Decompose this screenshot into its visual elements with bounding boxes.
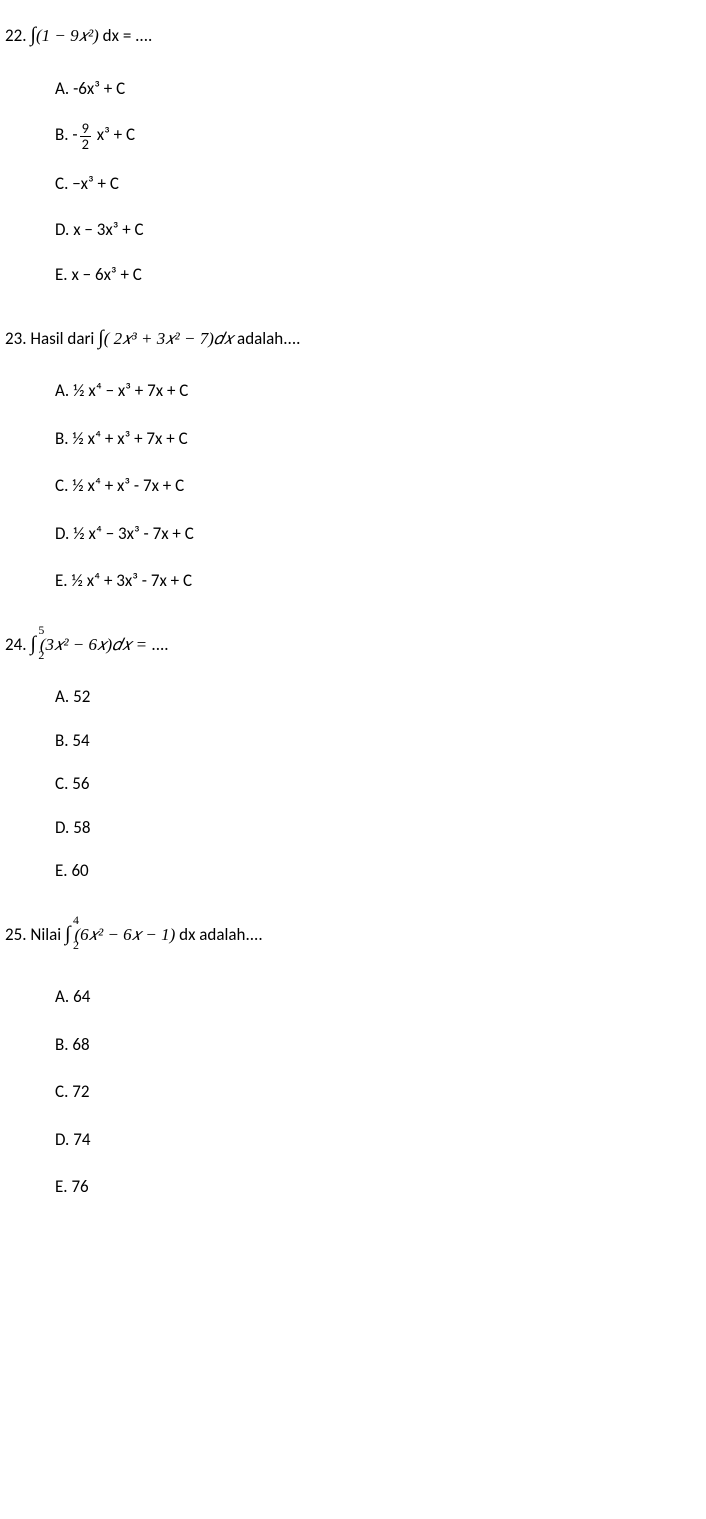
option-text: ½ x⁴ + x³ + 7x + C (72, 428, 187, 449)
upper-bound: 4 (73, 912, 79, 930)
question-22: 22. ∫(1 − 9𝑥²) dx = .... A. -6x³ + C B. … (5, 20, 701, 288)
option-22-d: D. x − 3x³ + C (55, 217, 701, 243)
question-suffix: adalah.... (233, 328, 300, 349)
option-text: 56 (72, 773, 89, 794)
upper-bound: 5 (38, 622, 44, 640)
question-23-text: 23. Hasil dari ∫( 2𝑥³ + 3𝑥² − 7)𝑑𝑥 adala… (5, 323, 701, 354)
options-25: A. 64 B. 68 C. 72 D. 74 E. 76 (5, 984, 701, 1200)
option-25-b: B. 68 (55, 1032, 701, 1058)
fraction: 92 (80, 121, 91, 151)
option-text: 74 (73, 1129, 90, 1150)
option-text: 52 (73, 686, 90, 707)
option-25-a: A. 64 (55, 984, 701, 1010)
question-22-text: 22. ∫(1 − 9𝑥²) dx = .... (5, 20, 701, 51)
options-22: A. -6x³ + C B. -92 x³ + C C. −x³ + C D. … (5, 76, 701, 288)
question-24-text: 24. ∫52 (3𝑥² − 6𝑥)𝑑𝑥 = .... (5, 629, 701, 660)
text-before: Nilai (30, 924, 65, 945)
option-25-e: E. 76 (55, 1174, 701, 1200)
option-25-d: D. 74 (55, 1127, 701, 1153)
denominator: 2 (80, 137, 91, 151)
option-24-d: D. 58 (55, 815, 701, 841)
integrand: (1 − 9𝑥²) (36, 26, 99, 45)
question-number: 25. (5, 924, 27, 945)
lower-bound: 2 (73, 937, 79, 955)
integral-with-bounds: ∫52 (30, 629, 36, 660)
option-suffix: x³ + C (93, 124, 135, 145)
integral-with-bounds: ∫42 (65, 919, 71, 950)
option-text: x − 3x³ + C (73, 219, 143, 240)
option-25-c: C. 72 (55, 1079, 701, 1105)
option-text: ½ x⁴ + x³ - 7x + C (72, 475, 184, 496)
option-24-b: B. 54 (55, 728, 701, 754)
option-24-c: C. 56 (55, 771, 701, 797)
option-text: 68 (72, 1034, 89, 1055)
option-text: 72 (72, 1081, 89, 1102)
option-text: -6x³ + C (73, 78, 125, 99)
question-suffix: .... (151, 634, 168, 655)
option-text: 60 (71, 860, 88, 881)
option-text: ½ x⁴ + 3x³ - 7x + C (71, 570, 192, 591)
option-text: ½ x⁴ − 3x³ - 7x + C (73, 523, 194, 544)
option-text: 58 (73, 817, 90, 838)
option-22-a: A. -6x³ + C (55, 76, 701, 102)
question-24: 24. ∫52 (3𝑥² − 6𝑥)𝑑𝑥 = .... A. 52 B. 54 … (5, 629, 701, 884)
text-before: Hasil dari (30, 328, 98, 349)
question-suffix: dx adalah.... (175, 924, 262, 945)
option-23-a: A. ½ x⁴ − x³ + 7x + C (55, 378, 701, 404)
question-number: 22. (5, 25, 27, 46)
options-24: A. 52 B. 54 C. 56 D. 58 E. 60 (5, 684, 701, 884)
option-text: x − 6x³ + C (71, 264, 141, 285)
option-text: 54 (72, 730, 89, 751)
options-23: A. ½ x⁴ − x³ + 7x + C B. ½ x⁴ + x³ + 7x … (5, 378, 701, 594)
option-23-d: D. ½ x⁴ − 3x³ - 7x + C (55, 521, 701, 547)
question-number: 23. (5, 328, 27, 349)
option-text: −x³ + C (72, 173, 119, 194)
lower-bound: 2 (38, 647, 44, 665)
option-22-b: B. -92 x³ + C (55, 121, 701, 151)
question-25-text: 25. Nilai ∫42 (6𝑥² − 6𝑥 − 1) dx adalah..… (5, 919, 701, 950)
option-prefix: - (72, 124, 77, 145)
integrand: (3𝑥² − 6𝑥)𝑑𝑥 = (40, 635, 152, 654)
option-23-c: C. ½ x⁴ + x³ - 7x + C (55, 473, 701, 499)
option-23-e: E. ½ x⁴ + 3x³ - 7x + C (55, 568, 701, 594)
question-25: 25. Nilai ∫42 (6𝑥² − 6𝑥 − 1) dx adalah..… (5, 919, 701, 1200)
option-22-e: E. x − 6x³ + C (55, 262, 701, 288)
option-text: 64 (73, 986, 90, 1007)
question-23: 23. Hasil dari ∫( 2𝑥³ + 3𝑥² − 7)𝑑𝑥 adala… (5, 323, 701, 594)
question-number: 24. (5, 634, 27, 655)
option-text: 76 (71, 1176, 88, 1197)
option-22-c: C. −x³ + C (55, 171, 701, 197)
option-text: ½ x⁴ − x³ + 7x + C (73, 380, 188, 401)
option-24-e: E. 60 (55, 858, 701, 884)
integrand: (6𝑥² − 6𝑥 − 1) (74, 925, 175, 944)
question-suffix: dx = .... (99, 25, 152, 46)
option-24-a: A. 52 (55, 684, 701, 710)
option-23-b: B. ½ x⁴ + x³ + 7x + C (55, 426, 701, 452)
integrand: ( 2𝑥³ + 3𝑥² − 7)𝑑𝑥 (104, 329, 233, 348)
